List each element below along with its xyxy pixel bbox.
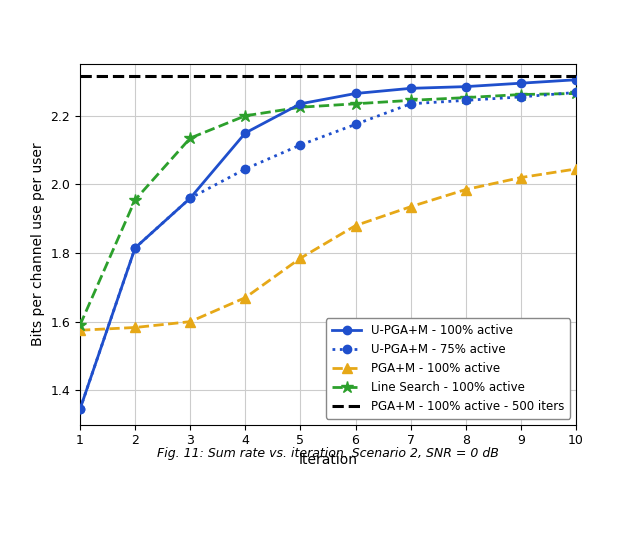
- Line: Line Search - 100% active: Line Search - 100% active: [74, 87, 582, 331]
- Line: PGA+M - 100% active: PGA+M - 100% active: [75, 164, 581, 335]
- Line Search - 100% active: [352, 101, 360, 107]
- U-PGA+M - 75% active: [76, 406, 84, 412]
- Text: Fig. 11: Sum rate vs. iteration. Scenario 2, SNR = 0 dB: Fig. 11: Sum rate vs. iteration. Scenari…: [157, 448, 499, 460]
- Line Search - 100% active: [296, 104, 304, 110]
- Line Search - 100% active: [186, 135, 194, 142]
- PGA+M - 100% active - 500 iters: [21, 73, 29, 79]
- Line Search - 100% active: [76, 322, 84, 329]
- PGA+M - 100% active: [572, 166, 580, 172]
- U-PGA+M - 100% active: [352, 90, 360, 96]
- U-PGA+M - 75% active: [462, 97, 470, 103]
- U-PGA+M - 100% active: [296, 101, 304, 107]
- PGA+M - 100% active: [131, 324, 139, 331]
- Line Search - 100% active: [131, 197, 139, 203]
- U-PGA+M - 100% active: [407, 85, 415, 92]
- U-PGA+M - 100% active: [76, 406, 84, 412]
- PGA+M - 100% active - 500 iters: [76, 73, 84, 79]
- Line Search - 100% active: [407, 97, 415, 103]
- U-PGA+M - 100% active: [517, 80, 525, 86]
- Line Search - 100% active: [462, 94, 470, 101]
- U-PGA+M - 75% active: [352, 121, 360, 128]
- PGA+M - 100% active: [76, 327, 84, 333]
- U-PGA+M - 100% active: [462, 84, 470, 90]
- X-axis label: Iteration: Iteration: [298, 453, 358, 467]
- Line: U-PGA+M - 100% active: U-PGA+M - 100% active: [76, 76, 580, 413]
- U-PGA+M - 75% active: [186, 195, 194, 202]
- U-PGA+M - 75% active: [572, 89, 580, 95]
- U-PGA+M - 75% active: [296, 142, 304, 148]
- PGA+M - 100% active: [462, 187, 470, 193]
- Line Search - 100% active: [241, 113, 249, 119]
- Line Search - 100% active: [517, 91, 525, 98]
- PGA+M - 100% active: [296, 255, 304, 262]
- U-PGA+M - 100% active: [131, 244, 139, 251]
- PGA+M - 100% active: [186, 318, 194, 325]
- Line Search - 100% active: [572, 90, 580, 96]
- U-PGA+M - 75% active: [517, 94, 525, 100]
- PGA+M - 100% active: [407, 204, 415, 210]
- U-PGA+M - 75% active: [241, 166, 249, 172]
- PGA+M - 100% active: [517, 174, 525, 181]
- U-PGA+M - 100% active: [572, 77, 580, 83]
- U-PGA+M - 100% active: [186, 195, 194, 202]
- U-PGA+M - 75% active: [407, 101, 415, 107]
- Legend: U-PGA+M - 100% active, U-PGA+M - 75% active, PGA+M - 100% active, Line Search - : U-PGA+M - 100% active, U-PGA+M - 75% act…: [326, 318, 570, 419]
- Line: U-PGA+M - 75% active: U-PGA+M - 75% active: [76, 88, 580, 413]
- U-PGA+M - 100% active: [241, 130, 249, 136]
- PGA+M - 100% active: [352, 222, 360, 229]
- Y-axis label: Bits per channel use per user: Bits per channel use per user: [31, 143, 45, 346]
- PGA+M - 100% active: [241, 294, 249, 301]
- U-PGA+M - 75% active: [131, 244, 139, 251]
